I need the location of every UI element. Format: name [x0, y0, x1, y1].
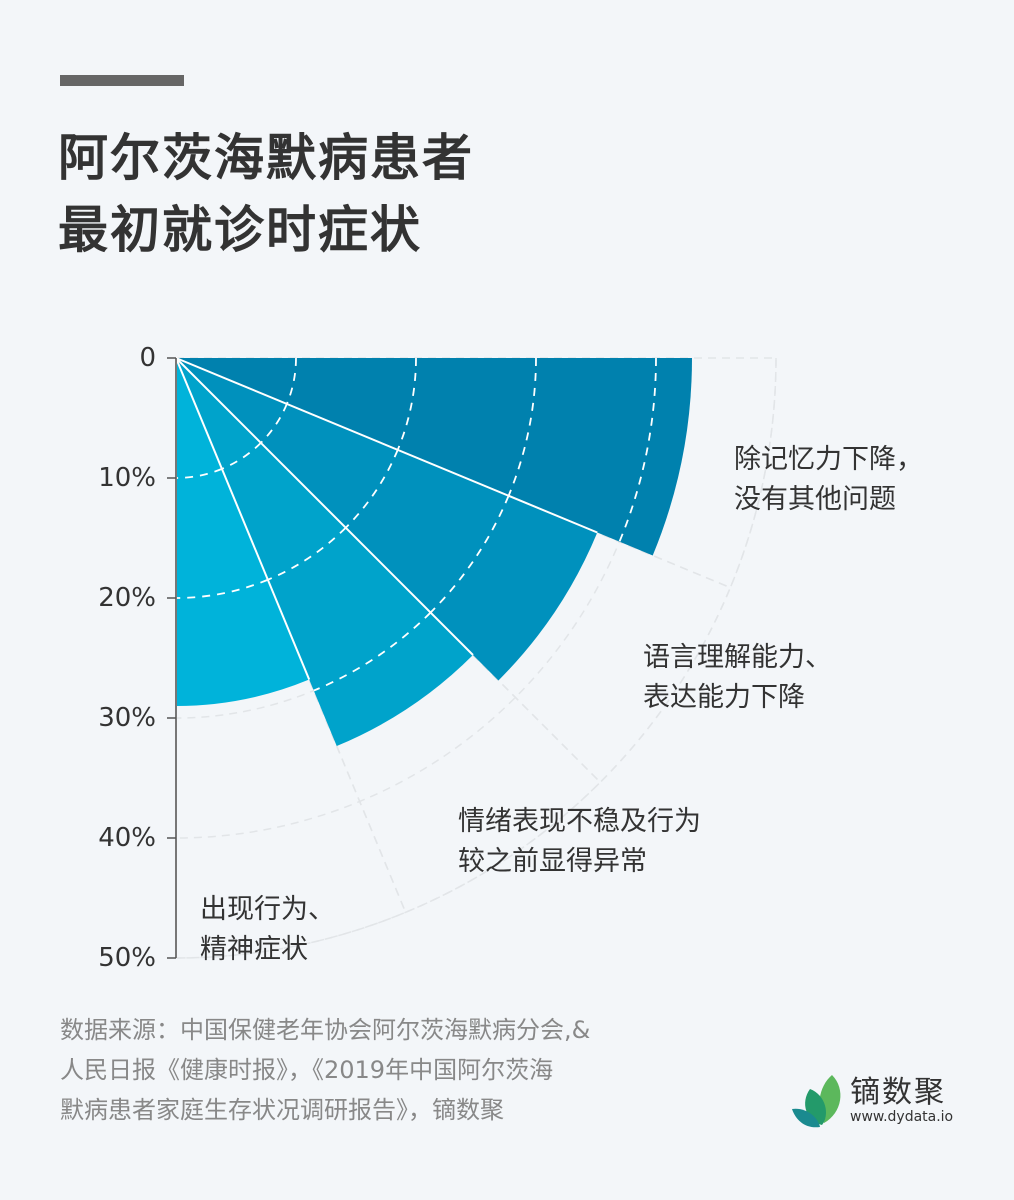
logo-url: www.dydata.io	[850, 1109, 954, 1125]
bar-sector-3	[176, 358, 473, 747]
category-label-4-line-1: 出现行为、	[200, 894, 335, 925]
data-source-line-2: 人民日报《健康时报》，《2019年中国阿尔茨海	[60, 1056, 554, 1084]
leaf-logo-icon	[792, 1075, 841, 1128]
category-label-2-line-1: 语言理解能力、	[643, 642, 832, 673]
inner-grid-arc	[618, 357, 657, 543]
page-title: 阿尔茨海默病患者 最初就诊时症状	[58, 122, 474, 266]
category-label-2: 语言理解能力、 表达能力下降	[643, 638, 832, 718]
title-line-2: 最初就诊时症状	[58, 201, 422, 259]
bar-sector-2	[176, 358, 598, 681]
title-line-1: 阿尔茨海默病患者	[58, 129, 474, 187]
axis-tick-40: 40%	[98, 823, 156, 853]
axis-tick-50: 50%	[98, 943, 156, 973]
axis-tick-0: 0	[139, 343, 156, 373]
data-source: 数据来源：中国保健老年协会阿尔茨海默病分会,& 人民日报《健康时报》，《2019…	[60, 1010, 740, 1130]
data-source-line-1: 数据来源：中国保健老年协会阿尔茨海默病分会,&	[60, 1016, 591, 1044]
category-label-3: 情绪表现不稳及行为 较之前显得异常	[458, 802, 701, 882]
category-label-1-line-1: 除记忆力下降，	[734, 444, 923, 475]
category-label-3-line-2: 较之前显得异常	[458, 846, 647, 877]
grid-arc	[175, 357, 777, 959]
polar-bar-chart	[167, 357, 777, 959]
inner-grid-arc	[221, 442, 262, 470]
inner-grid-arc	[175, 578, 269, 599]
category-label-2-line-2: 表达能力下降	[643, 682, 805, 713]
category-label-1: 除记忆力下降， 没有其他问题	[734, 440, 923, 520]
inner-grid-arc	[260, 403, 288, 444]
inner-grid-arc	[286, 357, 297, 405]
background-sector-outline	[175, 357, 407, 959]
bar-sector-1	[176, 358, 692, 556]
axis-tick-20: 20%	[98, 583, 156, 613]
inner-grid-arc	[396, 357, 417, 451]
category-label-1-line-2: 没有其他问题	[734, 484, 896, 515]
data-source-line-3: 默病患者家庭生存状况调研报告》，镝数聚	[60, 1096, 504, 1124]
bar-sector-4	[176, 358, 310, 706]
decorative-top-bar	[60, 75, 184, 86]
sector-separator	[175, 357, 311, 680]
category-label-3-line-1: 情绪表现不稳及行为	[458, 806, 701, 837]
category-label-4: 出现行为、 精神症状	[200, 890, 335, 970]
sector-separator	[175, 357, 474, 656]
logo-brand-name: 镝数聚	[850, 1075, 946, 1110]
axis-tick-30: 30%	[98, 703, 156, 733]
inner-grid-arc	[175, 468, 223, 479]
inner-grid-arc	[267, 527, 347, 581]
category-label-4-line-2: 精神症状	[200, 934, 308, 965]
brand-logo: 镝数聚 www.dydata.io	[790, 1065, 980, 1135]
sector-separator	[175, 357, 598, 534]
axis-tick-10: 10%	[98, 463, 156, 493]
inner-grid-arc	[345, 449, 399, 529]
